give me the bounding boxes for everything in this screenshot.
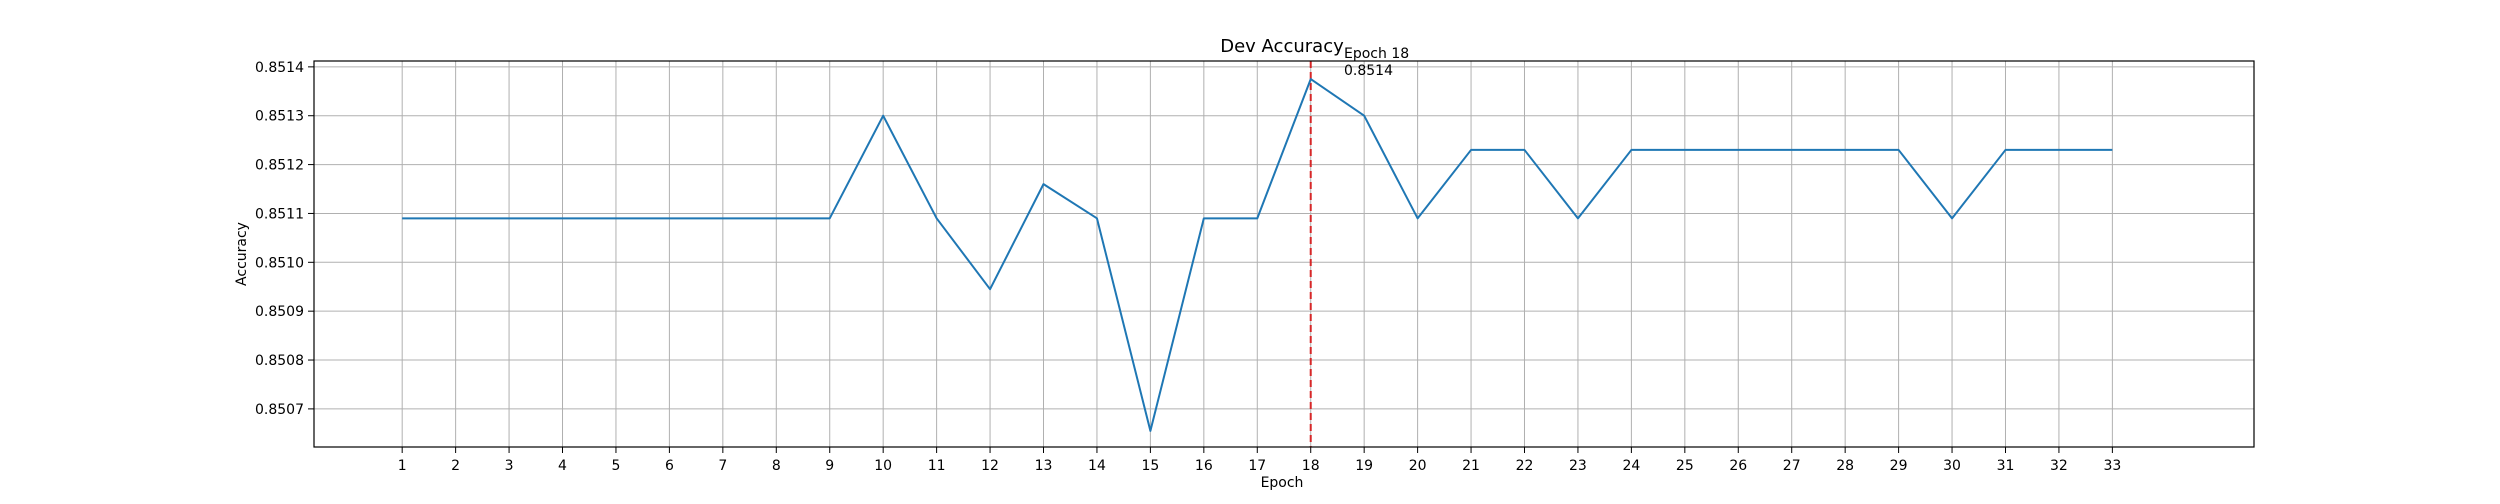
x-tick-label: 14 <box>1088 458 1106 474</box>
y-tick-label: 0.8513 <box>255 109 304 125</box>
x-tick-label: 20 <box>1409 458 1427 474</box>
x-tick-label: 33 <box>2103 458 2121 474</box>
x-tick-label: 7 <box>718 458 727 474</box>
y-tick-label: 0.8507 <box>255 402 304 418</box>
x-tick-label: 1 <box>398 458 407 474</box>
x-tick-label: 11 <box>928 458 946 474</box>
y-tick-label: 0.8514 <box>255 60 304 76</box>
x-tick-label: 12 <box>981 458 999 474</box>
x-tick-label: 15 <box>1141 458 1159 474</box>
x-tick-label: 6 <box>665 458 674 474</box>
x-tick-label: 30 <box>1943 458 1961 474</box>
y-tick-label: 0.8509 <box>255 304 304 320</box>
y-tick-label: 0.8510 <box>255 255 304 271</box>
series-layer <box>402 78 2113 432</box>
x-tick-label: 17 <box>1248 458 1266 474</box>
x-tick-label: 5 <box>611 458 620 474</box>
x-tick-label: 3 <box>505 458 514 474</box>
x-tick-label: 18 <box>1302 458 1320 474</box>
x-axis-ticks: 1 2 3 4 5 6 7 8 9 10 11 12 13 14 15 16 17 18 19 20 21 22 23 24 2… <box>398 447 2121 474</box>
x-tick-label: 19 <box>1355 458 1373 474</box>
x-tick-label: 21 <box>1462 458 1480 474</box>
x-tick-label: 8 <box>772 458 781 474</box>
x-tick-label: 27 <box>1783 458 1801 474</box>
y-tick-label: 0.8508 <box>255 353 304 369</box>
grid <box>314 61 2254 447</box>
x-tick-label: 32 <box>2050 458 2068 474</box>
x-tick-label: 22 <box>1516 458 1534 474</box>
x-tick-label: 26 <box>1729 458 1747 474</box>
annotation-epoch-label: Epoch 18 <box>1344 46 1409 62</box>
y-axis-label: Accuracy <box>234 222 250 286</box>
x-tick-label: 13 <box>1035 458 1053 474</box>
x-axis-label: Epoch <box>1261 475 1304 491</box>
x-tick-label: 23 <box>1569 458 1587 474</box>
x-tick-label: 16 <box>1195 458 1213 474</box>
x-tick-label: 24 <box>1622 458 1640 474</box>
x-tick-label: 25 <box>1676 458 1694 474</box>
y-tick-label: 0.8511 <box>255 206 304 222</box>
x-tick-label: 31 <box>1997 458 2015 474</box>
series-line <box>402 78 2113 432</box>
y-tick-label: 0.8512 <box>255 158 304 174</box>
x-tick-label: 4 <box>558 458 567 474</box>
x-tick-label: 9 <box>825 458 834 474</box>
annotation-value-label: 0.8514 <box>1344 63 1393 79</box>
x-tick-label: 28 <box>1836 458 1854 474</box>
x-tick-label: 2 <box>451 458 460 474</box>
chart-title: Dev Accuracy <box>1220 36 1344 57</box>
x-tick-label: 29 <box>1890 458 1908 474</box>
x-tick-label: 10 <box>874 458 892 474</box>
y-axis-ticks: 0.8507 0.8508 0.8509 0.8510 0.8511 0.8512 0.85… <box>255 60 314 418</box>
plot-frame <box>313 60 2255 448</box>
